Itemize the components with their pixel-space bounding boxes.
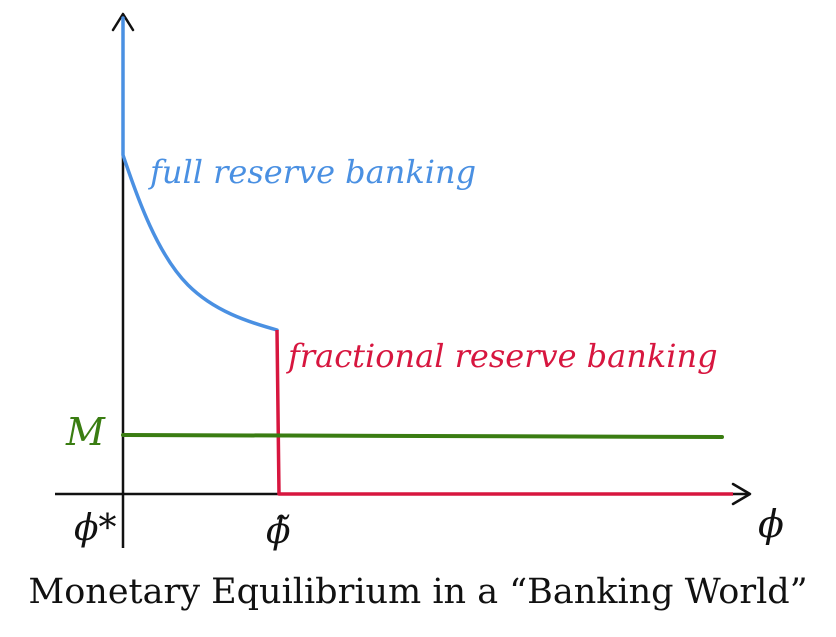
full-reserve-curve — [121, 16, 279, 332]
money-level-label: M — [65, 410, 106, 454]
figure-caption: Monetary Equilibrium in a “Banking World… — [28, 572, 808, 612]
fractional-reserve-label: fractional reserve banking — [286, 337, 718, 375]
x-axis-arrowhead — [731, 482, 752, 506]
y-axis-arrowhead — [111, 12, 135, 32]
money-level-line — [121, 433, 724, 439]
origin-tick-label: ϕ* — [74, 508, 117, 549]
x-axis-label: ϕ — [758, 502, 784, 546]
fractional-reserve-curve — [275, 329, 733, 496]
threshold-tick-label: ϕ̃ — [266, 511, 291, 552]
full-reserve-label: full reserve banking — [148, 153, 476, 191]
